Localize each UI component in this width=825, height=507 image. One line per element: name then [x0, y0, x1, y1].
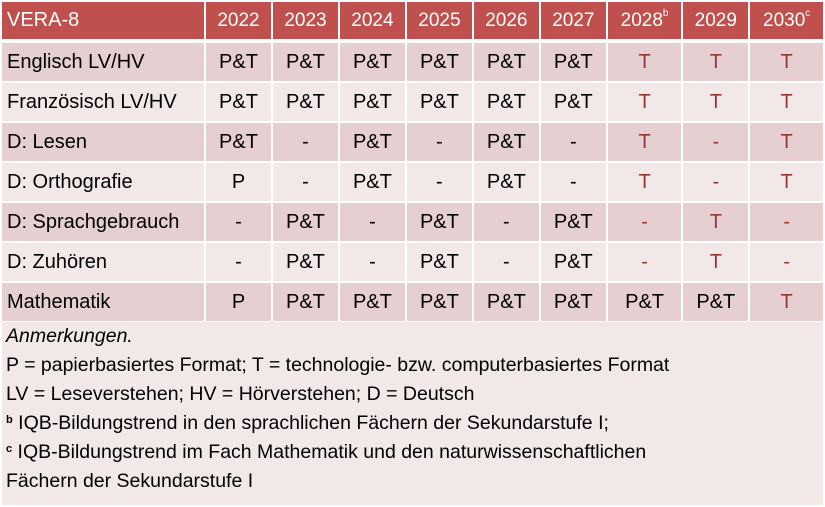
format-cell: P&T	[406, 83, 472, 121]
format-cell: P&T	[607, 283, 682, 321]
format-cell: P&T	[206, 123, 271, 161]
notes-heading: Anmerkungen.	[6, 325, 133, 347]
format-cell: P&T	[272, 203, 338, 241]
format-cell: -	[540, 123, 606, 161]
year-header: 2028b	[607, 2, 682, 39]
format-cell: T	[683, 243, 749, 281]
format-cell: P&T	[473, 43, 539, 81]
format-cell: P&T	[406, 43, 472, 81]
format-cell: -	[272, 163, 338, 201]
format-cell: T	[607, 43, 682, 81]
format-cell: P&T	[406, 283, 472, 321]
table-row: D: Sprachgebrauch - P&T - P&T - P&T - T -	[2, 203, 823, 241]
year-header: 2027	[540, 2, 606, 39]
format-cell: -	[406, 163, 472, 201]
format-cell: P	[206, 163, 271, 201]
format-cell: -	[683, 123, 749, 161]
format-cell: -	[683, 163, 749, 201]
subject-cell: Mathematik	[2, 283, 204, 321]
format-cell: P&T	[339, 43, 405, 81]
format-cell: -	[473, 203, 539, 241]
format-cell: T	[607, 83, 682, 121]
table-row: D: Orthografie P - P&T - P&T - T - T	[2, 163, 823, 201]
format-cell: P&T	[206, 83, 271, 121]
format-cell: P&T	[540, 203, 606, 241]
notes-line-1: P = papierbasiertes Format; T = technolo…	[6, 354, 670, 376]
subject-cell: D: Sprachgebrauch	[2, 203, 204, 241]
year-header: 2029	[683, 2, 749, 39]
format-cell: P&T	[339, 123, 405, 161]
subject-cell: D: Zuhören	[2, 243, 204, 281]
year-header: 2030c	[750, 2, 823, 39]
format-cell: P	[206, 283, 271, 321]
notes-line-2: LV = Leseverstehen; HV = Hörverstehen; D…	[6, 383, 475, 405]
format-cell: -	[473, 243, 539, 281]
format-cell: P&T	[272, 83, 338, 121]
format-cell: -	[607, 243, 682, 281]
format-cell: P&T	[473, 283, 539, 321]
footnote-marker: c	[805, 7, 811, 19]
format-cell: P&T	[473, 163, 539, 201]
table-title: VERA-8	[2, 2, 204, 39]
year-header: 2026	[473, 2, 539, 39]
notes: Anmerkungen. P = papierbasiertes Format;…	[2, 322, 823, 505]
format-cell: P&T	[272, 43, 338, 81]
table-row: D: Lesen P&T - P&T - P&T - T - T	[2, 123, 823, 161]
format-cell: T	[750, 123, 823, 161]
format-cell: -	[540, 163, 606, 201]
format-cell: P&T	[540, 283, 606, 321]
year-header: 2024	[339, 2, 405, 39]
format-cell: P&T	[473, 123, 539, 161]
year-header: 2022	[206, 2, 271, 39]
format-cell: P&T	[473, 83, 539, 121]
notes-footnote-b: b IQB-Bildungstrend in den sprachlichen …	[6, 412, 609, 434]
format-cell: -	[750, 203, 823, 241]
year-header: 2023	[272, 2, 338, 39]
format-cell: -	[339, 203, 405, 241]
format-cell: -	[607, 203, 682, 241]
notes-footnote-c: c IQB-Bildungstrend im Fach Mathematik u…	[6, 441, 647, 463]
subject-cell: Französisch LV/HV	[2, 83, 204, 121]
format-cell: T	[683, 83, 749, 121]
subject-cell: D: Lesen	[2, 123, 204, 161]
format-cell: -	[206, 203, 271, 241]
format-cell: P&T	[339, 83, 405, 121]
format-cell: P&T	[540, 83, 606, 121]
year-header: 2025	[406, 2, 472, 39]
table-row: D: Zuhören - P&T - P&T - P&T - T -	[2, 243, 823, 281]
format-cell: P&T	[406, 203, 472, 241]
format-cell: P&T	[272, 243, 338, 281]
table-row: Französisch LV/HV P&T P&T P&T P&T P&T P&T T T T	[2, 83, 823, 121]
format-cell: P&T	[540, 43, 606, 81]
format-cell: T	[750, 283, 823, 321]
format-cell: P&T	[540, 243, 606, 281]
format-cell: P&T	[406, 243, 472, 281]
notes-footnote-c-cont: Fächern der Sekundarstufe I	[6, 470, 254, 492]
footnote-marker: b	[662, 7, 669, 19]
format-cell: -	[339, 243, 405, 281]
format-cell: T	[607, 123, 682, 161]
format-cell: P&T	[683, 283, 749, 321]
subject-cell: D: Orthografie	[2, 163, 204, 201]
table-row: Englisch LV/HV P&T P&T P&T P&T P&T P&T T T T	[2, 43, 823, 81]
table-row: Mathematik P P&T P&T P&T P&T P&T P&T P&T T	[2, 283, 823, 321]
format-cell: T	[607, 163, 682, 201]
format-cell: T	[683, 203, 749, 241]
format-cell: -	[206, 243, 271, 281]
header-row: VERA-8 2022 2023 2024 2025 2026 2027 2028b 2029…	[2, 2, 823, 39]
format-cell: P&T	[339, 163, 405, 201]
format-cell: P&T	[206, 43, 271, 81]
format-cell: -	[272, 123, 338, 161]
format-cell: P&T	[272, 283, 338, 321]
format-cell: T	[750, 43, 823, 81]
format-cell: P&T	[339, 283, 405, 321]
format-cell: -	[406, 123, 472, 161]
format-cell: T	[750, 83, 823, 121]
format-cell: T	[683, 43, 749, 81]
vera-schedule-table: VERA-8 2022 2023 2024 2025 2026 2027 2028b 2029…	[2, 2, 823, 321]
format-cell: -	[750, 243, 823, 281]
subject-cell: Englisch LV/HV	[2, 43, 204, 81]
format-cell: T	[750, 163, 823, 201]
